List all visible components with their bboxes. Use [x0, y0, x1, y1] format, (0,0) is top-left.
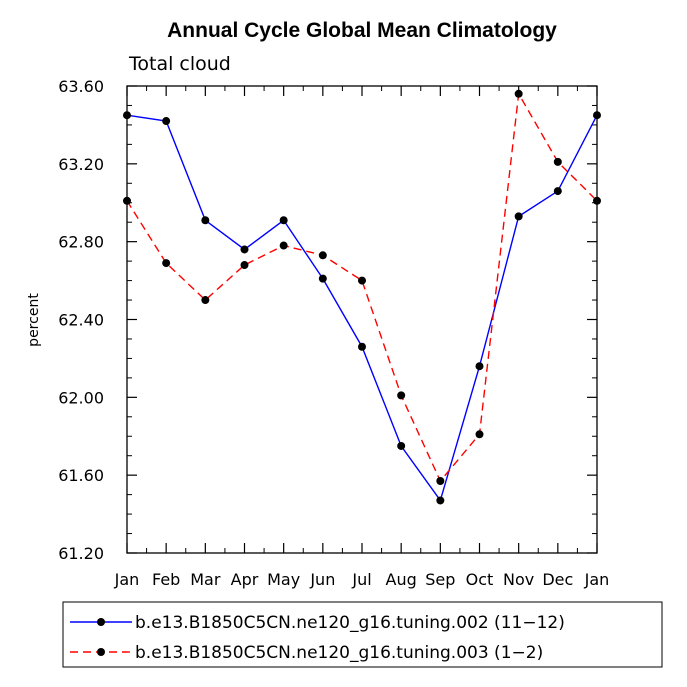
series-2-point	[123, 196, 131, 205]
legend-label-2: b.e13.B1850C5CN.ne120_g16.tuning.003 (1−…	[135, 643, 543, 663]
series-2-point	[475, 430, 484, 439]
series-1-point	[201, 216, 210, 225]
y-tick-label: 62.00	[58, 388, 104, 407]
series-1-point	[162, 117, 171, 126]
y-tick-label: 63.60	[58, 77, 104, 96]
y-tick-label: 62.40	[58, 311, 104, 330]
series-2-point	[162, 259, 171, 268]
chart-title: Annual Cycle Global Mean Climatology	[167, 19, 557, 42]
series-2-point	[201, 296, 210, 305]
series-2-point	[318, 251, 327, 260]
x-tick-label: Dec	[542, 570, 573, 589]
y-tick-label: 63.20	[58, 155, 104, 174]
series-line-2	[126, 91, 598, 483]
x-tick-label: Nov	[503, 570, 534, 589]
chart-subtitle: Total cloud	[128, 53, 231, 75]
series-1-point	[358, 342, 366, 351]
series-1-point	[475, 362, 484, 371]
series-2-point	[436, 477, 445, 486]
y-tick-label: 61.20	[58, 544, 104, 563]
legend-label-1: b.e13.B1850C5CN.ne120_g16.tuning.002 (11…	[135, 613, 565, 633]
series-1-point	[397, 441, 406, 450]
y-tick-label: 61.60	[58, 466, 104, 485]
legend-marker-2	[97, 648, 105, 656]
series-2-point	[279, 241, 288, 250]
x-tick-label: Apr	[231, 570, 259, 589]
plot-frame	[126, 85, 598, 554]
series-1-point	[318, 274, 327, 283]
x-tick-label: Jul	[351, 570, 371, 589]
series-1-point	[593, 111, 601, 120]
x-tick-label: Jan	[584, 570, 610, 589]
y-axis-label: percent	[26, 293, 42, 347]
x-tick-label: Sep	[425, 570, 455, 589]
series-2-point	[514, 89, 523, 98]
x-tick-label: Jun	[309, 570, 335, 589]
y-tick-label: 62.80	[58, 233, 104, 252]
series-1-point	[240, 245, 249, 254]
series-1-point	[436, 496, 445, 505]
series-2-point	[358, 276, 366, 285]
x-tick-label: Feb	[152, 570, 180, 589]
series-1-point	[514, 212, 523, 221]
x-tick-label: Aug	[386, 570, 417, 589]
series-2-point	[397, 391, 406, 400]
legend-marker-1	[97, 618, 105, 626]
legend: b.e13.B1850C5CN.ne120_g16.tuning.002 (11…	[62, 601, 663, 668]
series-2-point	[553, 157, 562, 166]
x-tick-label: Mar	[190, 570, 221, 589]
x-tick-label: Oct	[466, 570, 494, 589]
x-tick-label: May	[267, 570, 300, 589]
series-1-point	[279, 216, 288, 225]
series-1-point	[553, 187, 562, 196]
series-2-point	[240, 261, 249, 270]
legend-box	[62, 601, 663, 668]
x-tick-label: Jan	[114, 570, 140, 589]
series-line-1	[126, 114, 598, 503]
series-1-point	[123, 111, 131, 120]
series-2-point	[593, 196, 601, 205]
